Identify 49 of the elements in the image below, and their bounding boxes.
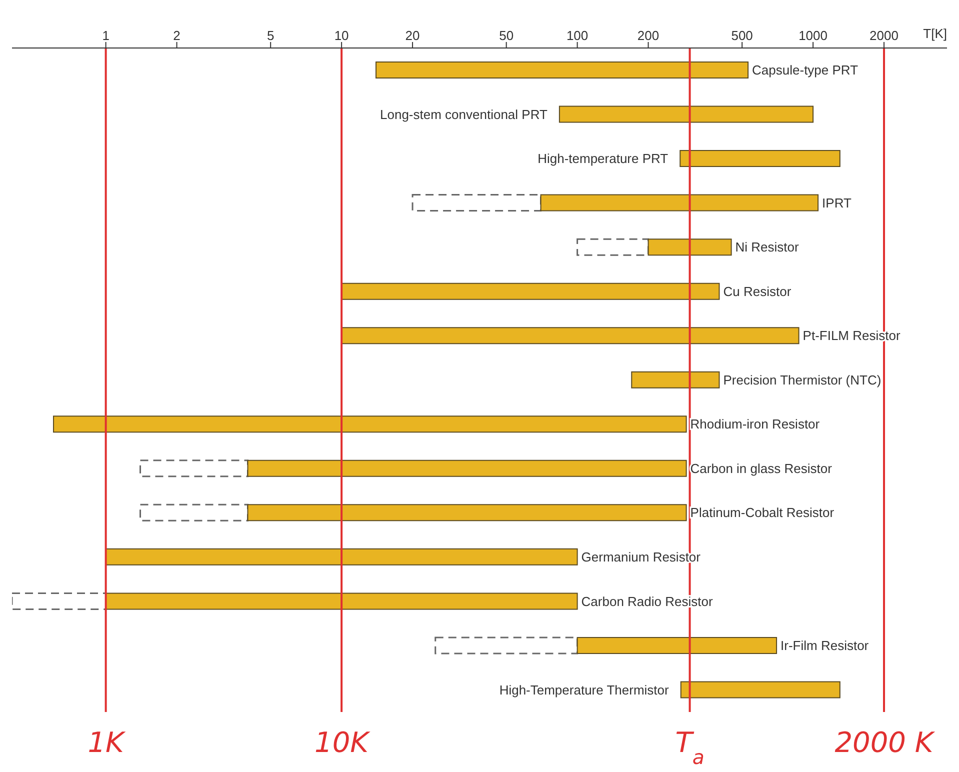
- y-tick-label: Ni Resistor: [735, 240, 800, 255]
- x-tick-label: 500: [731, 28, 753, 43]
- bar: [631, 371, 720, 388]
- bar: [140, 460, 248, 478]
- ref-line-label: 1K: [88, 726, 127, 759]
- y-tick-label: Rhodium-iron Resistor: [690, 416, 820, 432]
- ref-line-label: T$_{a}$: [675, 726, 704, 768]
- y-tick-label: Carbon in glass Resistor: [690, 460, 833, 476]
- x-tick-label: 5: [266, 28, 274, 43]
- bar: [53, 416, 687, 433]
- x-tick-label: 2: [173, 28, 180, 43]
- y-tick-label: Precision Thermistor (NTC): [723, 372, 882, 388]
- x-tick-label: 10: [334, 28, 349, 43]
- bar: [376, 62, 749, 78]
- y-tick-label: Platinum-Cobalt Resistor: [690, 505, 835, 520]
- bar: [576, 238, 650, 256]
- bar: [105, 592, 578, 610]
- x-tick-label: 20: [405, 28, 420, 43]
- bar: [540, 194, 819, 212]
- bar: [648, 238, 732, 256]
- bar: [558, 106, 814, 123]
- bar: [247, 460, 687, 477]
- y-tick-label: Long-stem conventional PRT: [380, 106, 548, 122]
- bar: [140, 504, 248, 522]
- y-tick-label: Cu Resistor: [723, 284, 792, 299]
- bar: [105, 548, 578, 566]
- y-tick-label: IPRT: [822, 195, 852, 210]
- x-tick-label: 1000: [798, 28, 828, 43]
- ref-line-label: 10K: [314, 726, 372, 759]
- x-axis-title: T[K]: [923, 26, 947, 41]
- bar: [434, 636, 578, 654]
- bar: [12, 592, 107, 610]
- bar: [341, 282, 720, 300]
- y-tick-label: High-temperature PRT: [538, 151, 668, 166]
- bar: [680, 150, 840, 168]
- bar: [680, 681, 840, 698]
- bar: [341, 327, 800, 344]
- x-tick-label: 100: [566, 28, 588, 43]
- bar: [576, 636, 778, 654]
- bar: [412, 194, 542, 212]
- y-tick-label: Ir-Film Resistor: [780, 638, 870, 654]
- x-tick-label: 1: [102, 28, 110, 43]
- x-tick-label: 50: [499, 28, 514, 43]
- x-tick-label: 200: [637, 28, 660, 43]
- x-tick-label: 2000: [870, 28, 898, 43]
- y-tick-label: Capsule-type PRT: [752, 62, 858, 78]
- bar: [247, 504, 687, 522]
- y-tick-label: High-Temperature Thermistor: [499, 682, 670, 698]
- ref-line-label: 2000 K: [834, 726, 936, 759]
